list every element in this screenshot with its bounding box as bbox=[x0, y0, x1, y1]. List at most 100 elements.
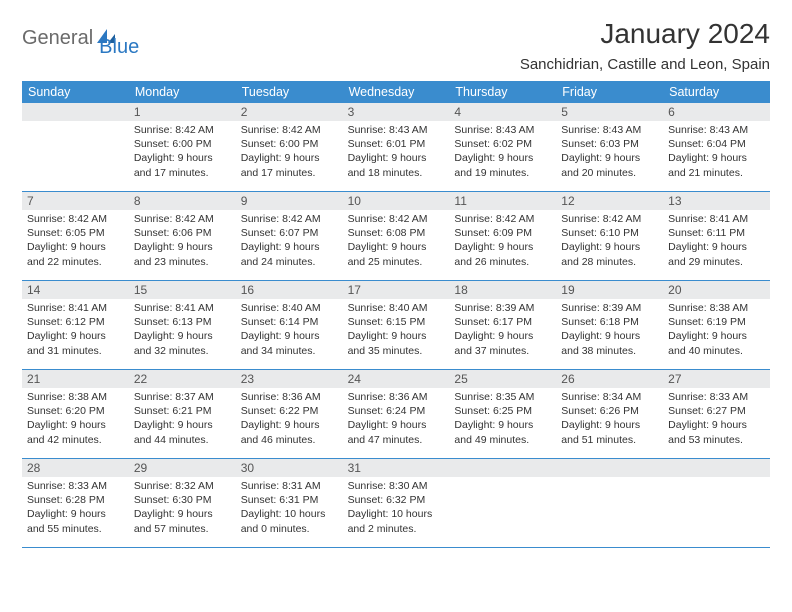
info-daylight1: Daylight: 9 hours bbox=[27, 418, 124, 432]
day-number: 2 bbox=[236, 103, 343, 121]
day-number: 22 bbox=[129, 370, 236, 388]
info-daylight1: Daylight: 9 hours bbox=[348, 329, 445, 343]
info-daylight1: Daylight: 9 hours bbox=[668, 418, 765, 432]
info-daylight1: Daylight: 9 hours bbox=[27, 507, 124, 521]
info-sunrise: Sunrise: 8:42 AM bbox=[134, 212, 231, 226]
info-sunset: Sunset: 6:07 PM bbox=[241, 226, 338, 240]
info-sunrise: Sunrise: 8:30 AM bbox=[348, 479, 445, 493]
day-number: 10 bbox=[343, 192, 450, 210]
info-sunset: Sunset: 6:12 PM bbox=[27, 315, 124, 329]
info-sunrise: Sunrise: 8:32 AM bbox=[134, 479, 231, 493]
day-number: 8 bbox=[129, 192, 236, 210]
info-daylight2: and 51 minutes. bbox=[561, 433, 658, 447]
info-sunrise: Sunrise: 8:40 AM bbox=[241, 301, 338, 315]
day-info: Sunrise: 8:43 AMSunset: 6:04 PMDaylight:… bbox=[663, 121, 770, 184]
info-daylight1: Daylight: 9 hours bbox=[134, 507, 231, 521]
info-daylight2: and 49 minutes. bbox=[454, 433, 551, 447]
page-subtitle: Sanchidrian, Castille and Leon, Spain bbox=[520, 56, 770, 73]
logo-text-blue: Blue bbox=[99, 36, 139, 59]
info-sunrise: Sunrise: 8:42 AM bbox=[454, 212, 551, 226]
info-daylight2: and 46 minutes. bbox=[241, 433, 338, 447]
info-daylight2: and 34 minutes. bbox=[241, 344, 338, 358]
info-sunset: Sunset: 6:24 PM bbox=[348, 404, 445, 418]
day-number: 6 bbox=[663, 103, 770, 121]
info-sunrise: Sunrise: 8:39 AM bbox=[454, 301, 551, 315]
day-cell bbox=[663, 459, 770, 547]
day-number: 3 bbox=[343, 103, 450, 121]
info-sunset: Sunset: 6:06 PM bbox=[134, 226, 231, 240]
info-sunset: Sunset: 6:10 PM bbox=[561, 226, 658, 240]
info-sunrise: Sunrise: 8:42 AM bbox=[241, 123, 338, 137]
day-cell: 28Sunrise: 8:33 AMSunset: 6:28 PMDayligh… bbox=[22, 459, 129, 547]
info-sunset: Sunset: 6:15 PM bbox=[348, 315, 445, 329]
info-sunset: Sunset: 6:31 PM bbox=[241, 493, 338, 507]
day-info: Sunrise: 8:42 AMSunset: 6:08 PMDaylight:… bbox=[343, 210, 450, 273]
info-sunset: Sunset: 6:20 PM bbox=[27, 404, 124, 418]
info-sunrise: Sunrise: 8:41 AM bbox=[134, 301, 231, 315]
day-header-monday: Monday bbox=[129, 81, 236, 103]
info-daylight2: and 24 minutes. bbox=[241, 255, 338, 269]
info-daylight1: Daylight: 9 hours bbox=[668, 151, 765, 165]
info-sunset: Sunset: 6:22 PM bbox=[241, 404, 338, 418]
day-cell bbox=[449, 459, 556, 547]
info-daylight2: and 19 minutes. bbox=[454, 166, 551, 180]
day-cell: 10Sunrise: 8:42 AMSunset: 6:08 PMDayligh… bbox=[343, 192, 450, 280]
info-sunrise: Sunrise: 8:35 AM bbox=[454, 390, 551, 404]
info-daylight1: Daylight: 9 hours bbox=[348, 418, 445, 432]
day-cell: 12Sunrise: 8:42 AMSunset: 6:10 PMDayligh… bbox=[556, 192, 663, 280]
week-row: 7Sunrise: 8:42 AMSunset: 6:05 PMDaylight… bbox=[22, 192, 770, 281]
info-sunset: Sunset: 6:13 PM bbox=[134, 315, 231, 329]
info-daylight1: Daylight: 10 hours bbox=[348, 507, 445, 521]
day-number: 1 bbox=[129, 103, 236, 121]
day-cell: 17Sunrise: 8:40 AMSunset: 6:15 PMDayligh… bbox=[343, 281, 450, 369]
info-sunset: Sunset: 6:00 PM bbox=[134, 137, 231, 151]
info-sunrise: Sunrise: 8:43 AM bbox=[668, 123, 765, 137]
info-daylight2: and 38 minutes. bbox=[561, 344, 658, 358]
day-number bbox=[22, 103, 129, 121]
info-sunset: Sunset: 6:11 PM bbox=[668, 226, 765, 240]
info-daylight1: Daylight: 9 hours bbox=[134, 418, 231, 432]
info-daylight1: Daylight: 9 hours bbox=[241, 329, 338, 343]
info-daylight1: Daylight: 9 hours bbox=[348, 151, 445, 165]
day-info: Sunrise: 8:42 AMSunset: 6:09 PMDaylight:… bbox=[449, 210, 556, 273]
logo-text-general: General bbox=[22, 27, 93, 50]
day-header-row: Sunday Monday Tuesday Wednesday Thursday… bbox=[22, 81, 770, 103]
day-number: 23 bbox=[236, 370, 343, 388]
day-info: Sunrise: 8:35 AMSunset: 6:25 PMDaylight:… bbox=[449, 388, 556, 451]
day-cell: 14Sunrise: 8:41 AMSunset: 6:12 PMDayligh… bbox=[22, 281, 129, 369]
week-row: 1Sunrise: 8:42 AMSunset: 6:00 PMDaylight… bbox=[22, 103, 770, 192]
info-daylight1: Daylight: 9 hours bbox=[348, 240, 445, 254]
day-cell: 3Sunrise: 8:43 AMSunset: 6:01 PMDaylight… bbox=[343, 103, 450, 191]
day-cell: 15Sunrise: 8:41 AMSunset: 6:13 PMDayligh… bbox=[129, 281, 236, 369]
info-daylight2: and 2 minutes. bbox=[348, 522, 445, 536]
info-daylight2: and 44 minutes. bbox=[134, 433, 231, 447]
info-sunset: Sunset: 6:30 PM bbox=[134, 493, 231, 507]
info-daylight1: Daylight: 9 hours bbox=[668, 329, 765, 343]
day-info: Sunrise: 8:42 AMSunset: 6:06 PMDaylight:… bbox=[129, 210, 236, 273]
day-number: 19 bbox=[556, 281, 663, 299]
info-daylight1: Daylight: 9 hours bbox=[668, 240, 765, 254]
info-sunset: Sunset: 6:26 PM bbox=[561, 404, 658, 418]
info-daylight2: and 29 minutes. bbox=[668, 255, 765, 269]
day-info: Sunrise: 8:41 AMSunset: 6:12 PMDaylight:… bbox=[22, 299, 129, 362]
info-daylight2: and 28 minutes. bbox=[561, 255, 658, 269]
info-daylight2: and 18 minutes. bbox=[348, 166, 445, 180]
info-daylight2: and 20 minutes. bbox=[561, 166, 658, 180]
info-daylight2: and 53 minutes. bbox=[668, 433, 765, 447]
week-row: 28Sunrise: 8:33 AMSunset: 6:28 PMDayligh… bbox=[22, 459, 770, 548]
page-header: General Blue January 2024 Sanchidrian, C… bbox=[22, 18, 770, 73]
day-info: Sunrise: 8:40 AMSunset: 6:14 PMDaylight:… bbox=[236, 299, 343, 362]
day-header-thursday: Thursday bbox=[449, 81, 556, 103]
info-daylight2: and 57 minutes. bbox=[134, 522, 231, 536]
info-sunrise: Sunrise: 8:42 AM bbox=[348, 212, 445, 226]
info-daylight1: Daylight: 9 hours bbox=[134, 151, 231, 165]
day-number: 11 bbox=[449, 192, 556, 210]
day-cell: 27Sunrise: 8:33 AMSunset: 6:27 PMDayligh… bbox=[663, 370, 770, 458]
day-number: 4 bbox=[449, 103, 556, 121]
calendar-grid: Sunday Monday Tuesday Wednesday Thursday… bbox=[22, 81, 770, 548]
day-header-tuesday: Tuesday bbox=[236, 81, 343, 103]
day-info: Sunrise: 8:33 AMSunset: 6:27 PMDaylight:… bbox=[663, 388, 770, 451]
day-number: 21 bbox=[22, 370, 129, 388]
day-number: 7 bbox=[22, 192, 129, 210]
day-info: Sunrise: 8:36 AMSunset: 6:22 PMDaylight:… bbox=[236, 388, 343, 451]
